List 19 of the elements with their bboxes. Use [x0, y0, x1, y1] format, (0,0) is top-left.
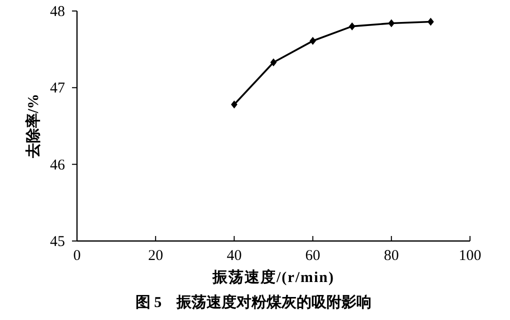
x-tick-label: 0: [73, 248, 81, 264]
y-tick-label: 45: [50, 234, 65, 250]
y-tick-label: 46: [50, 157, 66, 174]
x-tick-label: 80: [384, 248, 399, 264]
point: [428, 18, 434, 26]
y-axis-title: 去除率/%: [24, 94, 42, 160]
point: [388, 19, 395, 28]
point: [270, 58, 277, 66]
point: [231, 100, 238, 109]
x-tick-label: 100: [458, 248, 482, 264]
x-tick-label: 60: [305, 248, 320, 264]
y-tick-label: 47: [50, 80, 66, 97]
point: [348, 22, 356, 30]
x-tick-label: 40: [226, 248, 242, 264]
text: 图 5 振荡速度对粉煤灰的吸附影响: [135, 293, 372, 311]
point: [310, 36, 316, 45]
x-tick-label: 20: [148, 248, 164, 264]
x-axis-title: 振荡速度/(r/min): [212, 268, 334, 286]
y-tick-label: 48: [50, 4, 65, 20]
